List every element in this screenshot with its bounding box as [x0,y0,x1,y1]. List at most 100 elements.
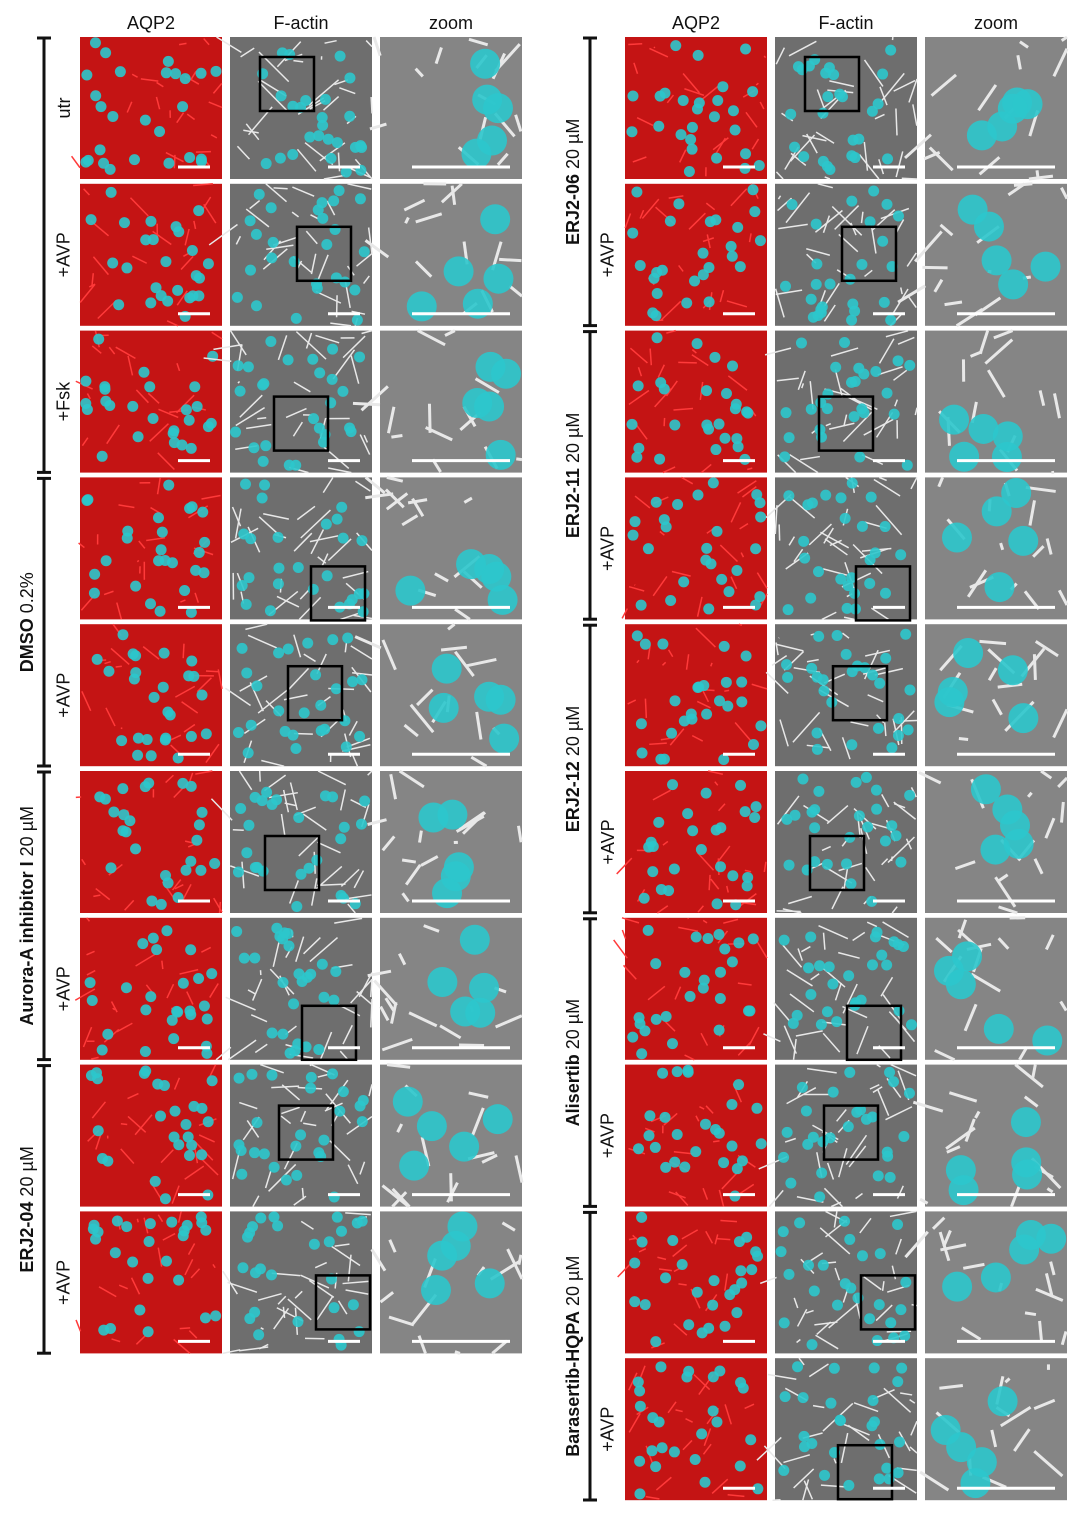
membrane [716,1237,731,1241]
aqp2-panel [75,770,223,914]
nucleus [835,573,847,585]
actin-fiber [416,688,434,707]
actin-fiber [240,47,255,58]
nucleus [323,1236,335,1248]
nucleus [89,568,101,580]
group-dose: 20 µM [563,1256,583,1306]
actin-fiber [282,1306,286,1318]
membrane [212,82,223,94]
nucleus [892,939,904,951]
nucleus [1001,478,1032,509]
nucleus [246,1068,258,1080]
membrane [763,861,767,873]
nucleus [941,522,972,553]
nucleus [780,407,792,419]
membrane [196,677,212,693]
membrane [755,939,768,959]
membrane [724,1404,732,1425]
nucleus [317,119,329,131]
row-label: +Fsk [54,381,74,422]
membrane [193,183,213,187]
actin-fiber [258,516,280,536]
nucleus [720,676,732,688]
nucleus [347,1299,359,1311]
actin-fiber [295,936,305,962]
actin-fiber [1031,1064,1037,1078]
nucleus [287,100,299,112]
actin-fiber [344,642,348,653]
nucleus [803,1259,815,1271]
nucleus [148,691,160,703]
nucleus [864,1313,876,1325]
nucleus [831,1299,843,1311]
nucleus [820,489,832,501]
membrane [653,46,656,49]
actin-fiber [933,278,944,293]
nucleus [900,1276,912,1288]
membrane [745,111,758,128]
nucleus [275,90,287,102]
membrane [127,355,134,376]
row-label: +AVP [54,1260,74,1305]
actin-fiber [778,223,808,230]
nucleus [190,270,202,282]
actin-fiber [370,978,373,998]
nucleus [244,1313,256,1325]
nucleus [96,1044,108,1056]
nucleus [739,806,751,818]
actin-fiber [879,86,888,106]
nucleus [676,1259,688,1271]
actin-fiber [883,1387,912,1413]
nucleus [866,959,878,971]
actin-fiber [801,383,805,389]
membrane [724,1273,729,1291]
actin-fiber [825,422,832,427]
actin-fiber [934,1049,956,1062]
nucleus [236,642,248,654]
nucleus [291,1169,303,1181]
nucleus [786,198,798,210]
actin-fiber [856,1026,869,1055]
membrane [161,960,164,970]
actin-fiber [1059,1000,1068,1012]
nucleus [864,216,876,228]
nucleus [319,790,331,802]
actin-fiber [997,937,1010,950]
factin-panel [210,770,373,914]
actin-fiber [997,682,1023,689]
nucleus [105,186,117,198]
nucleus [657,638,669,650]
nucleus [660,521,672,533]
nucleus [846,739,858,751]
nucleus [876,949,888,961]
nucleus [358,246,370,258]
membrane [181,883,192,902]
factin-panel [775,36,918,180]
actin-fiber [367,770,373,776]
nucleus [290,312,302,324]
membrane [681,1229,699,1240]
nucleus [327,634,339,646]
nucleus [474,1268,505,1299]
actin-fiber [890,1063,917,1077]
nucleus [489,723,520,754]
actin-fiber [265,183,288,203]
actin-fiber [816,1321,832,1335]
actin-fiber [389,773,398,800]
membrane [661,661,667,666]
nucleus [866,105,878,117]
nucleus [322,133,334,145]
nucleus [632,1376,644,1388]
actin-fiber [350,978,373,1004]
factin-panel [216,36,373,180]
nucleus [250,300,262,312]
actin-fiber [775,289,803,296]
nucleus [646,1445,658,1457]
actin-fiber [356,253,373,267]
actin-fiber [1032,545,1045,558]
nucleus [163,157,175,169]
nucleus [159,734,171,746]
actin-fiber [1023,1095,1039,1108]
nucleus [828,1362,840,1374]
nucleus [865,491,877,503]
